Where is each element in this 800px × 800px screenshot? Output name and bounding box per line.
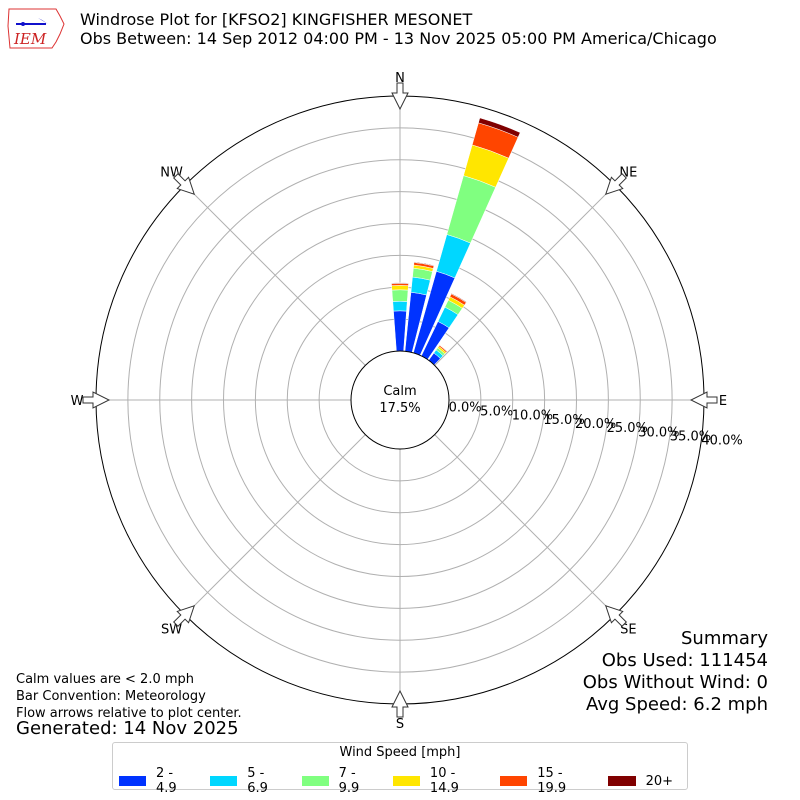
flow-arrow-E-icon bbox=[689, 391, 718, 409]
bar-convention-note: Bar Convention: Meteorology bbox=[16, 689, 206, 704]
direction-label-E: E bbox=[719, 394, 727, 409]
bar-segment-40deg-bin5 bbox=[439, 344, 448, 352]
flow-arrow-S-icon bbox=[391, 689, 409, 718]
legend-swatch bbox=[210, 776, 238, 786]
legend-swatch bbox=[607, 776, 636, 786]
bar-segment-10deg-bin5 bbox=[413, 261, 435, 267]
ring-label: 10.0% bbox=[512, 409, 553, 424]
iem-logo: IEM bbox=[6, 6, 66, 50]
ring-label: 30.0% bbox=[638, 425, 679, 440]
bar-segment-20deg-bin5 bbox=[478, 117, 521, 138]
legend-label: 5 - 6.9 bbox=[247, 766, 268, 796]
calm-circle bbox=[350, 350, 450, 450]
legend-swatch bbox=[392, 776, 420, 786]
flow-arrow-SE-icon bbox=[604, 604, 627, 627]
ring-label: 0.0% bbox=[449, 400, 482, 415]
legend-label: 20+ bbox=[645, 773, 673, 789]
ring-label: 5.0% bbox=[480, 405, 513, 420]
ring-label: 35.0% bbox=[670, 430, 711, 445]
legend-title: Wind Speed [mph] bbox=[339, 745, 461, 760]
legend-swatch bbox=[119, 776, 146, 786]
ring-label: 15.0% bbox=[543, 413, 584, 428]
grid-spoke bbox=[434, 184, 616, 366]
direction-label-SE: SE bbox=[620, 622, 636, 637]
summary-title: Summary bbox=[681, 628, 768, 649]
calm-value: 17.5% bbox=[379, 401, 420, 416]
ring-label: 25.0% bbox=[607, 421, 648, 436]
legend-item: 2 - 4.9 bbox=[119, 766, 196, 796]
direction-label-S: S bbox=[396, 717, 404, 732]
notes: Calm values are < 2.0 mph Bar Convention… bbox=[16, 671, 242, 722]
title-line-2: Obs Between: 14 Sep 2012 04:00 PM - 13 N… bbox=[80, 29, 717, 48]
legend-label: 7 - 9.9 bbox=[338, 766, 360, 796]
flow-arrow-NW-icon bbox=[173, 173, 196, 196]
legend-label: 10 - 14.9 bbox=[429, 766, 459, 796]
ring-label: 40.0% bbox=[701, 434, 742, 449]
legend-item: 7 - 9.9 bbox=[301, 766, 379, 796]
flow-arrow-SW-icon bbox=[173, 604, 196, 627]
legend-label: 2 - 4.9 bbox=[155, 766, 177, 796]
legend: Wind Speed [mph] 2 - 4.9 5 - 6.9 7 - 9.9 10… bbox=[112, 742, 688, 796]
bar-segment-0deg-bin0 bbox=[393, 310, 407, 352]
legend-item: 10 - 14.9 bbox=[392, 766, 486, 796]
summary: Summary Obs Used: 111454 Obs Without Win… bbox=[583, 628, 768, 716]
legend-item: 15 - 19.9 bbox=[500, 766, 593, 796]
legend-items: 2 - 4.9 5 - 6.9 7 - 9.9 10 - 14.9 15 - 19.9 2… bbox=[119, 766, 687, 796]
calm-label: Calm bbox=[383, 384, 416, 399]
obs-used: Obs Used: 111454 bbox=[601, 650, 768, 671]
generated-date: Generated: 14 Nov 2025 bbox=[16, 718, 239, 739]
legend-swatch bbox=[301, 776, 329, 786]
flow-arrow-N-icon bbox=[391, 82, 409, 111]
bar-segment-20deg-bin2 bbox=[446, 175, 496, 244]
flow-arrow-note: Flow arrows relative to plot center. bbox=[16, 706, 242, 721]
legend-item: 20+ bbox=[607, 766, 673, 796]
avg-speed: Avg Speed: 6.2 mph bbox=[586, 694, 768, 715]
grid-spoke bbox=[184, 434, 366, 616]
obs-without-wind: Obs Without Wind: 0 bbox=[582, 672, 768, 693]
direction-label-N: N bbox=[395, 71, 405, 86]
bar-segment-0deg-bin3 bbox=[391, 285, 409, 291]
flow-arrow-W-icon bbox=[82, 391, 111, 409]
bar-segment-0deg-bin1 bbox=[392, 301, 408, 312]
legend-item: 5 - 6.9 bbox=[210, 766, 287, 796]
legend-label: 15 - 19.9 bbox=[537, 766, 567, 796]
bar-segment-30deg-bin5 bbox=[450, 292, 467, 303]
title-line-1: Windrose Plot for [KFSO2] KINGFISHER MES… bbox=[80, 10, 473, 29]
grid-spoke bbox=[184, 184, 366, 366]
ring-label: 20.0% bbox=[575, 417, 616, 432]
bar-segment-0deg-bin2 bbox=[391, 289, 409, 302]
flow-arrow-NE-icon bbox=[604, 173, 627, 196]
direction-label-W: W bbox=[71, 394, 84, 409]
plot-title: Windrose Plot for [KFSO2] KINGFISHER MES… bbox=[80, 10, 717, 48]
bar-segment-0deg-bin5 bbox=[391, 282, 409, 285]
legend-swatch bbox=[500, 776, 528, 786]
grid-spoke bbox=[434, 434, 616, 616]
iowa-map-icon bbox=[7, 8, 65, 49]
direction-label-SW: SW bbox=[161, 622, 182, 637]
logo-text: IEM bbox=[14, 30, 47, 48]
calm-note: Calm values are < 2.0 mph bbox=[16, 672, 195, 687]
